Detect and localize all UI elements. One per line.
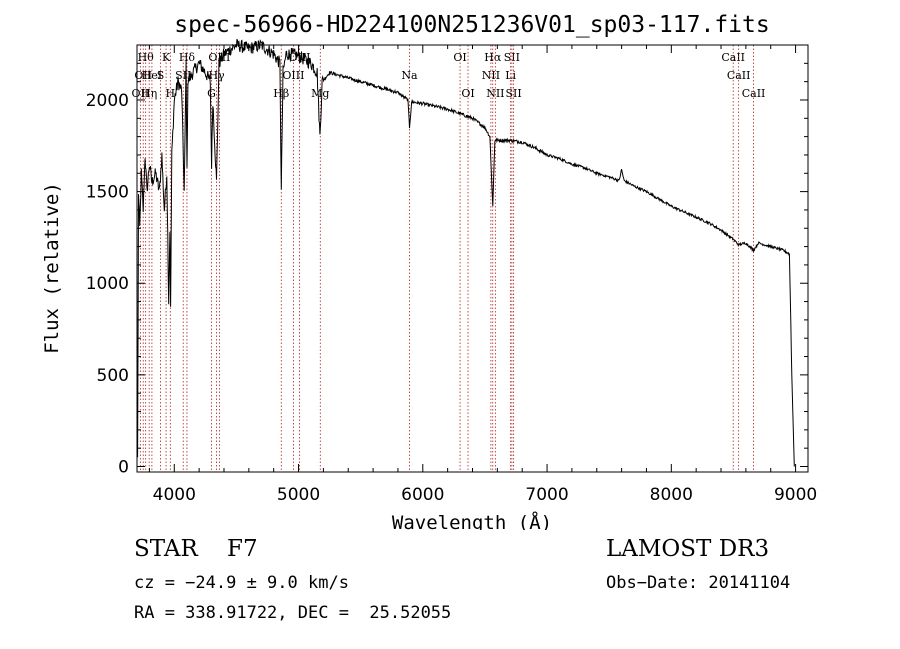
flux-series [136,38,795,467]
line-label: CaII [727,69,751,82]
line-label: Hα [484,51,502,64]
y-tick-label: 1500 [86,183,129,203]
line-label: OII [134,69,152,82]
coordinates: RA = 338.91722, DEC = 25.52055 [134,603,452,623]
line-label: Hβ [273,87,289,100]
y-tick-label: 500 [97,366,129,386]
x-axis-label: Wavelength (Å) [392,511,552,530]
x-tick-label: 9000 [774,485,817,505]
line-label: Hη [141,87,157,100]
y-axis-label: Flux (relative) [41,182,63,354]
plot-frame [136,44,809,473]
line-label: OI [453,51,466,64]
line-label: G [207,87,216,100]
line-label: K [162,51,171,64]
y-tick-label: 1000 [86,274,129,294]
line-label: HeI [142,69,162,82]
line-label: SII [504,51,520,64]
y-tick-label: 2000 [86,91,129,111]
line-label: Na [401,69,418,82]
x-tick-label: 7000 [525,485,568,505]
line-label: NII [486,87,504,100]
line-label: Hγ [208,69,225,82]
emission-line-markers: OIIOIIHθHηHeISKHHδSIIGHγOIIIHβOIIIOIIIMg… [131,45,765,472]
x-tick-label: 5000 [277,485,320,505]
y-tick-label: 0 [118,458,129,478]
line-label: H [166,87,176,100]
redshift-value: cz = −24.9 ± 9.0 km/s [134,573,349,593]
survey-name: LAMOST DR3 [606,536,770,562]
line-label: CaII [742,87,766,100]
line-label: NII [482,69,500,82]
line-label: SII [506,87,522,100]
observation-date: Obs−Date: 20141104 [606,573,791,593]
line-label: Mg [311,87,329,100]
line-label: OI [461,87,474,100]
x-tick-label: 6000 [401,485,444,505]
spectrum-chart: spec-56966-HD224100N251236V01_sp03-117.f… [41,12,817,530]
line-label: CaII [721,51,745,64]
line-label: Hδ [179,51,196,64]
line-label: Li [505,69,516,82]
line-label: OII [131,87,149,100]
object-class: STAR F7 [134,536,258,562]
line-label: SII [175,69,191,82]
line-label: OIII [282,69,304,82]
chart-title: spec-56966-HD224100N251236V01_sp03-117.f… [174,12,769,38]
line-label: Hθ [138,51,155,64]
x-tick-label: 4000 [153,485,196,505]
flux-line [136,38,795,467]
line-label: S [157,69,165,82]
axis-ticks: 4000 5000 6000 7000 8000 9000 0 500 1000 1500 2000 [86,45,817,505]
x-tick-label: 8000 [650,485,693,505]
